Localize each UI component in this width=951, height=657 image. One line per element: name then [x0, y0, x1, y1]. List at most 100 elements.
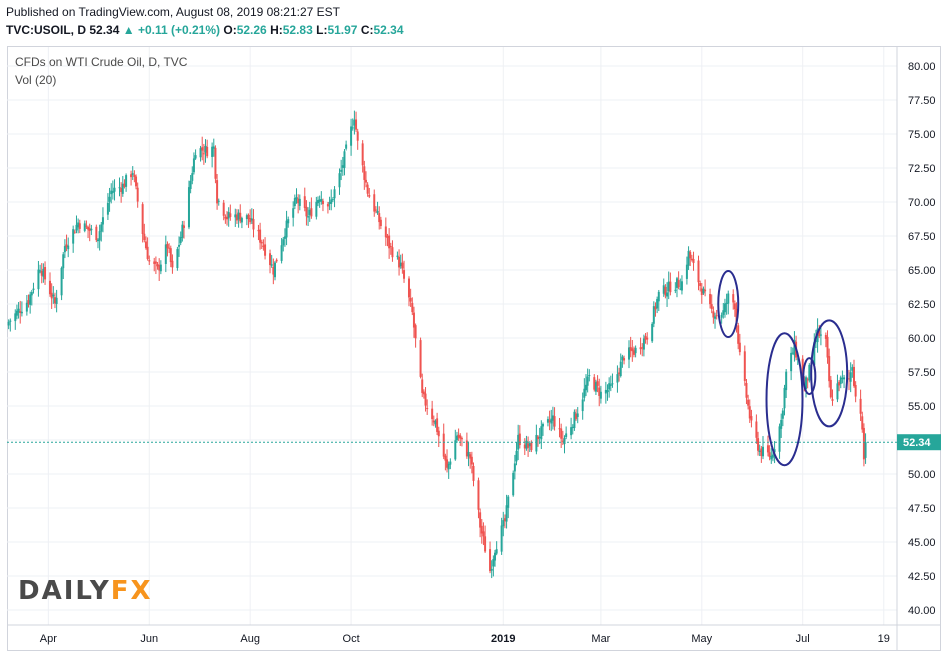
annotation-ellipse: [810, 319, 849, 428]
candle-body: [120, 187, 123, 192]
candle-body: [212, 146, 215, 149]
candle-body: [503, 518, 506, 522]
candle-body: [689, 252, 692, 259]
candle-body: [490, 568, 493, 571]
candle-body: [237, 212, 240, 220]
candle-body: [737, 325, 740, 344]
candle-body: [831, 399, 834, 401]
candle-body: [472, 465, 475, 481]
candle-body: [144, 241, 147, 249]
y-tick-label: 70.00: [908, 197, 936, 209]
candle-body: [214, 147, 217, 179]
candle-body: [502, 520, 505, 527]
candle-body: [100, 224, 103, 232]
candle-body: [136, 187, 139, 202]
x-tick-label: 19: [878, 633, 890, 645]
candle-body: [345, 144, 348, 149]
candle-body: [843, 377, 846, 380]
candle-body: [669, 281, 672, 293]
candle-body: [366, 184, 369, 194]
candle-body: [692, 259, 695, 264]
candle-body: [710, 304, 713, 309]
candle-body: [72, 229, 75, 244]
candle-body: [469, 454, 472, 459]
candle-body: [565, 433, 568, 438]
candle-body: [489, 549, 492, 572]
candle-body: [378, 213, 381, 223]
candle-body: [479, 512, 482, 528]
candle-body: [467, 451, 470, 457]
annotation-ellipse: [765, 332, 804, 467]
candle-body: [662, 285, 665, 294]
candle-body: [19, 311, 22, 313]
candle-body: [264, 244, 267, 256]
candle-body: [189, 180, 192, 189]
candle-body: [414, 325, 417, 339]
candle-body: [697, 260, 700, 283]
candle-body: [679, 288, 682, 290]
candle-body: [527, 443, 530, 448]
candle-body: [748, 406, 751, 419]
candle-body: [20, 311, 23, 314]
candle-body: [361, 143, 364, 166]
y-tick-label: 42.50: [908, 571, 936, 583]
candle-body: [206, 146, 209, 157]
candle-body: [363, 166, 366, 180]
candle-body: [259, 229, 262, 243]
candle-body: [632, 350, 635, 355]
candle-body: [298, 198, 301, 206]
candle-body: [39, 270, 42, 272]
candle-body: [720, 314, 723, 318]
candle-body: [320, 199, 323, 202]
candle-body: [465, 440, 468, 457]
candle-body: [494, 552, 497, 561]
candle-body: [75, 224, 78, 231]
candle-body: [350, 126, 353, 146]
candle-body: [158, 265, 161, 271]
y-tick-label: 62.50: [908, 299, 936, 311]
candle-body: [252, 219, 255, 230]
candle-body: [87, 227, 90, 230]
candle-body: [376, 211, 379, 213]
candle-body: [338, 173, 341, 188]
candle-body: [732, 294, 735, 303]
change-value: +0.11 (+0.21%): [137, 23, 221, 37]
candle-body: [839, 377, 842, 384]
candle-body: [654, 306, 657, 310]
candles: [7, 110, 867, 579]
candle-body: [459, 435, 462, 439]
x-tick-label: Jun: [140, 633, 158, 645]
candle-body: [333, 189, 336, 199]
candle-body: [757, 438, 760, 451]
candle-body: [217, 200, 220, 202]
candle-body: [437, 430, 440, 437]
candle-body: [340, 169, 343, 172]
candle-body: [584, 384, 587, 391]
candle-body: [829, 379, 832, 398]
candle-body: [282, 239, 285, 246]
dailyfx-logo: DAILYFX: [18, 576, 153, 606]
y-tick-label: 47.50: [908, 503, 936, 515]
x-tick-label: Jul: [796, 633, 810, 645]
candle-body: [854, 384, 857, 397]
y-tick-label: 77.50: [908, 95, 936, 107]
candle-body: [222, 202, 225, 216]
candle-body: [412, 312, 415, 328]
x-tick-label: Oct: [343, 633, 360, 645]
candle-body: [249, 217, 252, 223]
candle-body: [747, 399, 750, 406]
candle-body: [272, 266, 275, 275]
candle-body: [183, 225, 186, 228]
candle-body: [540, 426, 543, 440]
candle-body: [269, 253, 272, 266]
candle-body: [247, 214, 250, 220]
candle-body: [652, 306, 655, 324]
candle-body: [723, 303, 726, 313]
candle-body: [275, 259, 278, 262]
candle-body: [808, 364, 811, 381]
candle-body: [110, 190, 113, 195]
candle-body: [609, 384, 612, 386]
candle-body: [492, 559, 495, 567]
candle-body: [331, 199, 334, 201]
